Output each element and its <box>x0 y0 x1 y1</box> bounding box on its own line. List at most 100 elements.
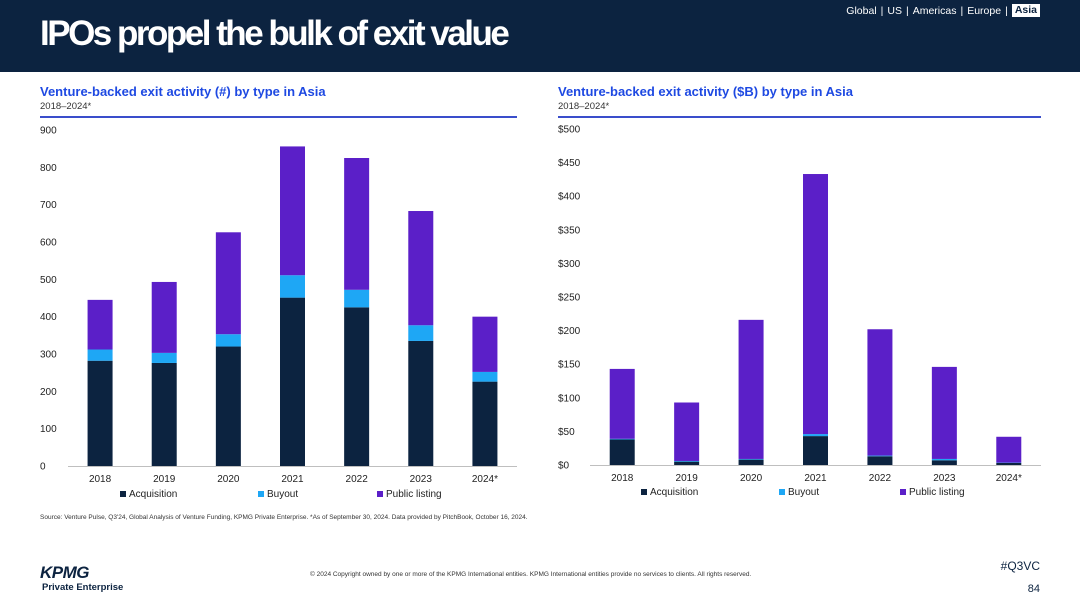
value-x-tick-label: 2018 <box>611 473 634 484</box>
value-x-tick-label: 2022 <box>869 473 892 484</box>
right-chart-subtitle: 2018–2024* <box>558 101 610 112</box>
value-legend-swatch <box>779 489 785 495</box>
count-y-tick-label: 800 <box>40 163 57 174</box>
value-y-tick-label: $250 <box>558 293 581 304</box>
count-x-tick-label: 2023 <box>410 474 433 485</box>
value-legend-swatch <box>900 489 906 495</box>
value-bar-buyout <box>931 458 957 461</box>
value-bar-acquisition <box>803 436 828 465</box>
count-bar-acquisition <box>472 381 498 466</box>
count-bar-public-listing <box>151 281 177 353</box>
value-legend-swatch <box>641 489 647 495</box>
count-y-tick-label: 700 <box>40 200 57 211</box>
value-bar-acquisition <box>674 461 700 465</box>
count-legend-label: Acquisition <box>129 489 177 500</box>
value-bar-public-listing <box>803 174 828 435</box>
count-bar-acquisition <box>408 340 434 466</box>
value-legend-label: Buyout <box>788 487 819 498</box>
nav-americas[interactable]: Americas <box>912 4 957 17</box>
count-y-tick-label: 600 <box>40 238 57 249</box>
left-chart-subtitle: 2018–2024* <box>40 101 92 112</box>
count-bar-public-listing <box>408 211 434 326</box>
value-bar-acquisition <box>996 462 1022 465</box>
value-bar-acquisition <box>931 460 957 465</box>
value-y-tick-label: $50 <box>558 427 575 438</box>
count-x-tick-label: 2019 <box>153 474 176 485</box>
left-chart-rule <box>40 116 517 118</box>
count-bar-public-listing <box>215 232 241 335</box>
count-bar-acquisition <box>151 362 177 466</box>
nav-separator: | <box>1005 4 1008 17</box>
count-x-tick-label: 2018 <box>89 474 112 485</box>
value-bar-buyout <box>803 434 828 437</box>
value-x-tick-label: 2019 <box>676 473 699 484</box>
value-bar-acquisition <box>867 456 893 465</box>
value-bar-acquisition <box>609 439 635 465</box>
value-bar-buyout <box>738 458 764 460</box>
nav-separator: | <box>880 4 884 17</box>
count-legend-swatch <box>120 491 126 497</box>
hashtag: #Q3VC <box>1000 559 1040 573</box>
count-bar-acquisition <box>215 346 241 466</box>
count-bar-acquisition <box>280 297 305 466</box>
count-bar-buyout <box>215 334 241 347</box>
value-y-tick-label: $0 <box>558 461 570 472</box>
count-legend-swatch <box>258 491 264 497</box>
count-bar-public-listing <box>280 146 305 276</box>
value-bar-public-listing <box>738 319 764 459</box>
region-nav: Global | US | Americas | Europe | Asia <box>846 4 1040 17</box>
count-bar-buyout <box>280 275 305 298</box>
count-y-tick-label: 500 <box>40 275 57 286</box>
right-chart-title: Venture-backed exit activity ($B) by typ… <box>558 84 854 99</box>
value-y-tick-label: $450 <box>558 158 581 169</box>
header-bar: IPOs propel the bulk of exit value Globa… <box>0 0 1080 72</box>
kpmg-logo-text: KPMG <box>40 563 89 582</box>
value-legend-label: Acquisition <box>650 487 698 498</box>
nav-europe[interactable]: Europe <box>967 4 1002 17</box>
count-bar-buyout <box>151 352 177 363</box>
value-y-tick-label: $400 <box>558 192 581 203</box>
count-bar-acquisition <box>87 360 113 466</box>
count-legend-label: Public listing <box>386 489 442 500</box>
nav-us[interactable]: US <box>887 4 902 17</box>
count-x-tick-label: 2024* <box>472 474 498 485</box>
count-bar-public-listing <box>472 316 498 372</box>
copyright-note: © 2024 Copyright owned by one or more of… <box>310 571 752 578</box>
nav-separator: | <box>905 4 909 17</box>
left-chart-title: Venture-backed exit activity (#) by type… <box>40 84 326 99</box>
value-x-tick-label: 2024* <box>996 473 1022 484</box>
count-x-tick-label: 2020 <box>217 474 240 485</box>
value-bar-acquisition <box>738 459 764 465</box>
page-number: 84 <box>1027 583 1040 595</box>
count-bar-public-listing <box>87 299 113 350</box>
kpmg-logo: KPMG <box>40 563 90 582</box>
count-y-tick-label: 400 <box>40 312 57 323</box>
count-bar-buyout <box>344 289 370 308</box>
kpmg-logo-subtext: Private Enterprise <box>42 582 124 593</box>
value-bar-buyout <box>867 455 893 457</box>
count-bar-acquisition <box>344 307 370 466</box>
value-y-tick-label: $100 <box>558 393 581 404</box>
count-legend-label: Buyout <box>267 489 298 500</box>
count-y-tick-label: 0 <box>40 462 46 473</box>
count-legend-swatch <box>377 491 383 497</box>
count-y-tick-label: 100 <box>40 424 57 435</box>
value-bar-public-listing <box>609 368 635 439</box>
nav-asia-active[interactable]: Asia <box>1011 4 1040 17</box>
value-bar-public-listing <box>867 329 893 456</box>
exit-value-chart: $0 $50 $100 $150 $200 $250 $300 $350 $400 $450 $50… <box>558 125 1041 498</box>
value-bar-public-listing <box>996 436 1022 463</box>
value-y-tick-label: $500 <box>558 125 581 136</box>
exit-count-chart: 0 100 200 300 400 500 600 700 800 900 2018 2019 2020… <box>40 126 517 500</box>
count-y-tick-label: 300 <box>40 350 57 361</box>
value-bar-public-listing <box>931 366 957 459</box>
nav-global[interactable]: Global <box>846 4 877 17</box>
value-x-tick-label: 2021 <box>804 473 827 484</box>
nav-separator: | <box>960 4 964 17</box>
right-chart-rule <box>558 116 1041 118</box>
value-x-tick-label: 2020 <box>740 473 763 484</box>
value-x-tick-label: 2023 <box>933 473 956 484</box>
count-bar-buyout <box>472 371 498 382</box>
count-bar-buyout <box>408 325 434 341</box>
source-note: Source: Venture Pulse, Q3'24, Global Ana… <box>40 514 528 521</box>
